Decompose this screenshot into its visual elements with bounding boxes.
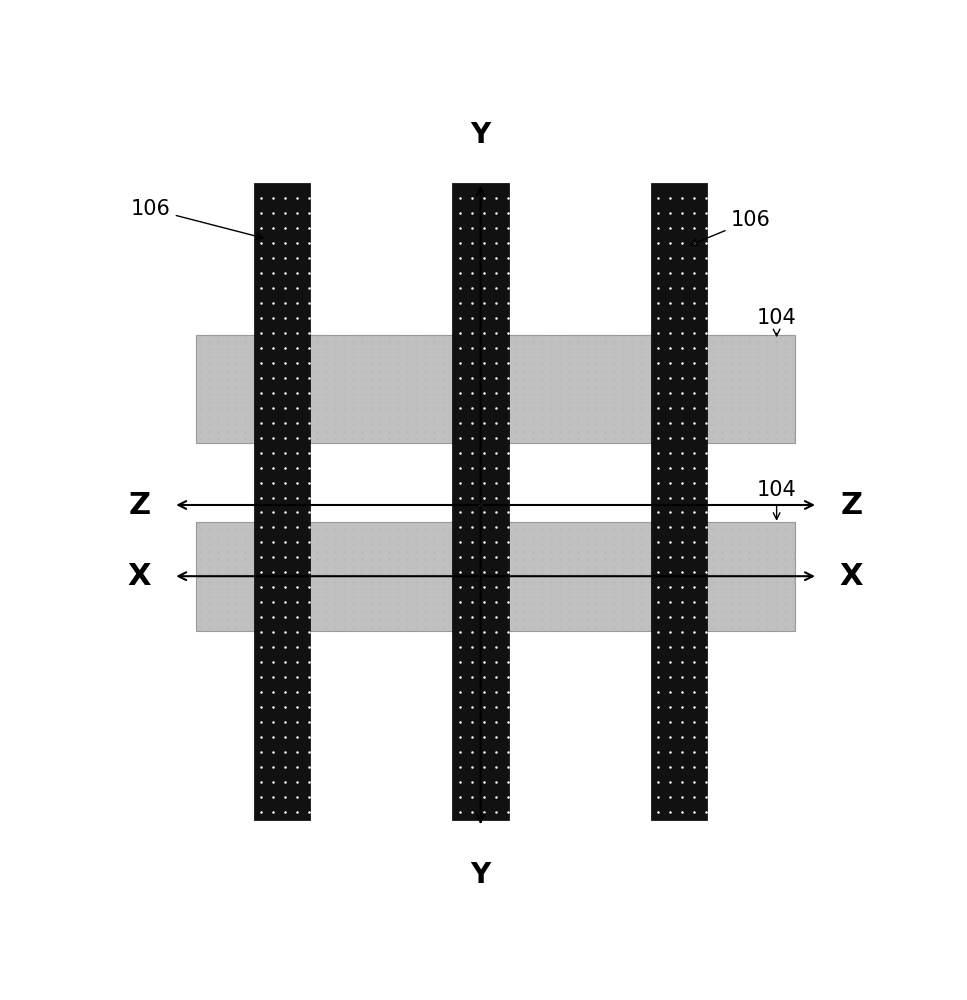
Text: 104: 104: [757, 308, 797, 336]
Text: Y: Y: [471, 121, 490, 149]
Bar: [254, 183, 310, 820]
Bar: [195, 522, 796, 631]
Bar: [651, 183, 707, 820]
Text: 106: 106: [131, 199, 263, 239]
Text: Z: Z: [840, 490, 863, 520]
Text: X: X: [839, 562, 864, 591]
Text: Z: Z: [129, 490, 151, 520]
Text: 104: 104: [757, 480, 797, 519]
Text: X: X: [128, 562, 152, 591]
Text: Y: Y: [471, 861, 490, 889]
Bar: [453, 183, 509, 820]
Bar: [195, 335, 796, 443]
Text: 106: 106: [690, 210, 771, 245]
